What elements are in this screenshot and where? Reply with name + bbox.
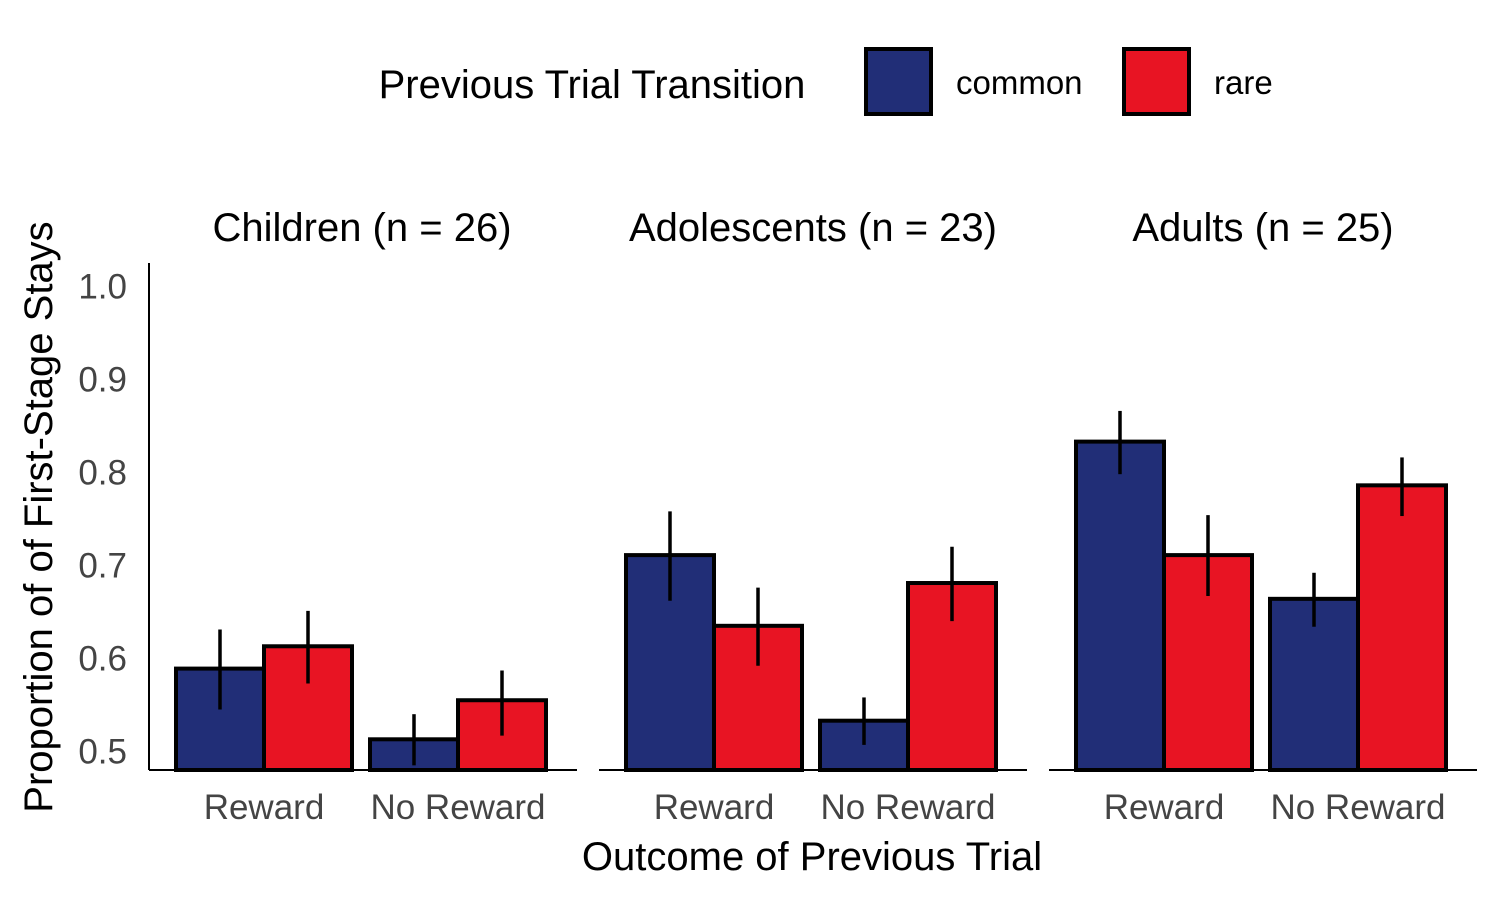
x-tick-label: Reward (204, 788, 325, 827)
panel-children: Children (n = 26) Reward No Reward (149, 206, 577, 827)
legend-swatch-common (864, 47, 933, 116)
panel-adolescents: Adolescents (n = 23) Reward No Reward (599, 206, 1027, 827)
y-tick-label: 0.5 (78, 732, 127, 771)
y-tick-label: 1.0 (78, 267, 127, 306)
legend-swatch-rare (1122, 47, 1191, 116)
panel-adults: Adults (n = 25) Reward No Reward (1049, 206, 1477, 827)
x-tick-label: Reward (654, 788, 775, 827)
legend-label-common: common (956, 64, 1083, 101)
x-tick-label: No Reward (370, 788, 545, 827)
bar-common-no-reward (1268, 596, 1360, 772)
y-axis: 0.5 0.6 0.7 0.8 0.9 1.0 (78, 263, 150, 771)
y-tick-label: 0.6 (78, 639, 127, 678)
legend-title: Previous Trial Transition (379, 63, 806, 107)
legend: Previous Trial Transition common rare (379, 47, 1273, 116)
y-tick-label: 0.9 (78, 360, 127, 399)
legend-label-rare: rare (1214, 64, 1273, 101)
panel-title-adults: Adults (n = 25) (1132, 206, 1393, 250)
y-tick-label: 0.8 (78, 453, 127, 492)
panel-title-children: Children (n = 26) (212, 206, 511, 250)
x-tick-label: No Reward (820, 788, 995, 827)
x-tick-label: Reward (1104, 788, 1225, 827)
x-tick-label: No Reward (1270, 788, 1445, 827)
panel-title-adolescents: Adolescents (n = 23) (629, 206, 997, 250)
bar-rare-no-reward (906, 581, 998, 772)
y-axis-title: Proportion of of First-Stage Stays (17, 221, 61, 812)
y-tick-label: 0.7 (78, 546, 127, 585)
bar-rare-no-reward (1356, 483, 1448, 772)
bar-common-reward (1074, 439, 1166, 772)
x-axis-title: Outcome of Previous Trial (582, 835, 1042, 879)
